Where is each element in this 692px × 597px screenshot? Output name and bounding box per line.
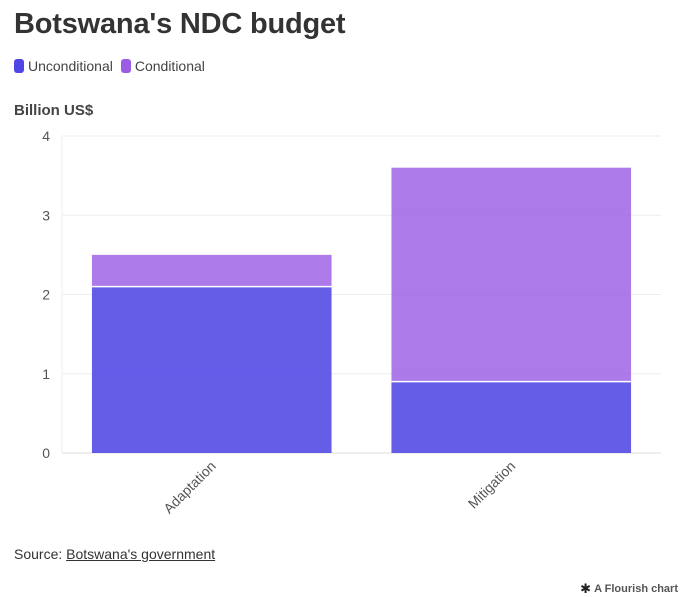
legend: Unconditional Conditional <box>14 58 213 74</box>
legend-swatch-unconditional <box>14 59 24 73</box>
y-tick-label-2: 2 <box>42 287 50 303</box>
y-tick-label-1: 1 <box>42 366 50 382</box>
y-axis-label: Billion US$ <box>14 102 94 119</box>
source-link[interactable]: Botswana's government <box>66 546 216 562</box>
legend-label-unconditional: Unconditional <box>28 58 113 74</box>
credit-label: A Flourish chart <box>594 583 678 595</box>
x-tick-label-mitigation: Mitigation <box>465 458 519 512</box>
legend-item-conditional[interactable]: Conditional <box>120 58 205 74</box>
legend-item-unconditional[interactable]: Unconditional <box>14 58 113 74</box>
source-note: Source: Botswana's government <box>14 546 215 562</box>
chart-plot: 0 1 2 3 4 Adaptation Mitigation <box>42 128 661 517</box>
chart-title: Botswana's NDC budget <box>14 8 346 40</box>
y-tick-label-4: 4 <box>42 128 50 144</box>
legend-swatch-conditional <box>120 59 131 73</box>
bar-adaptation-conditional[interactable] <box>91 254 332 287</box>
flourish-icon: ✱ <box>580 581 592 596</box>
y-tick-label-3: 3 <box>42 207 50 223</box>
source-prefix: Source: <box>14 546 67 562</box>
legend-label-conditional: Conditional <box>134 58 205 74</box>
y-tick-label-0: 0 <box>42 445 50 461</box>
x-tick-label-adaptation: Adaptation <box>160 458 219 517</box>
bar-mitigation-conditional[interactable] <box>391 167 632 382</box>
bar-adaptation-unconditional[interactable] <box>91 286 332 453</box>
flourish-credit[interactable]: ✱ A Flourish chart <box>580 581 678 597</box>
bar-mitigation-unconditional[interactable] <box>391 381 632 453</box>
